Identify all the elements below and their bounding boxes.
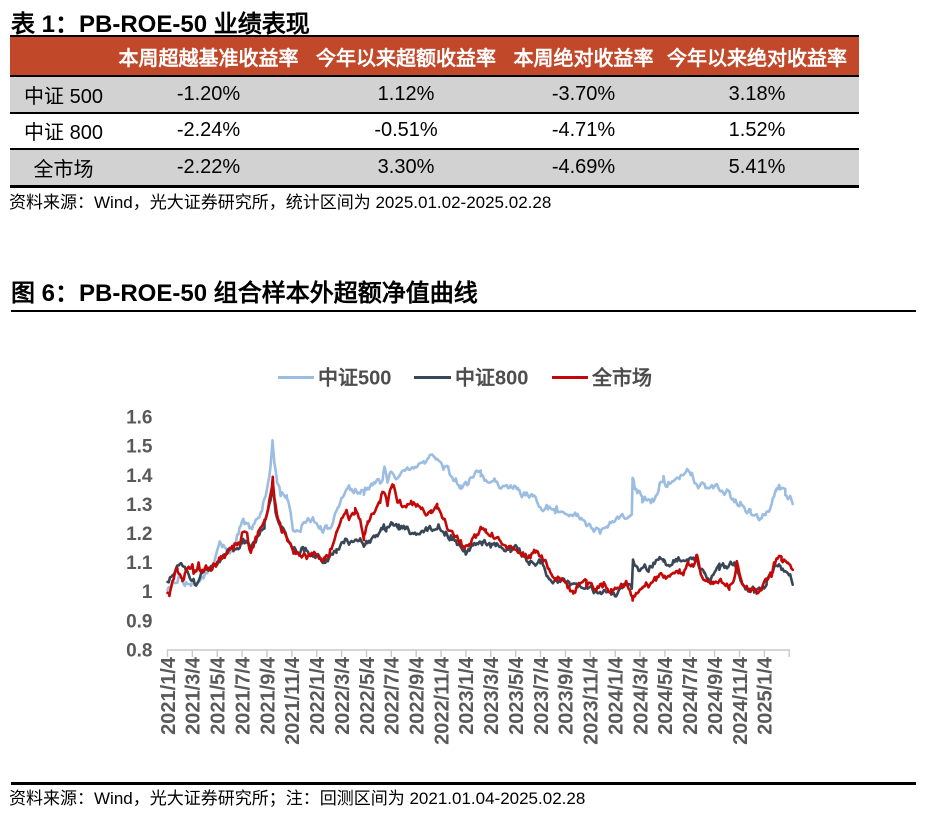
svg-text:2024/1/4: 2024/1/4: [606, 656, 628, 735]
svg-text:2022/7/4: 2022/7/4: [382, 656, 404, 735]
svg-text:0.8: 0.8: [126, 641, 152, 662]
svg-text:2023/11/4: 2023/11/4: [581, 656, 603, 745]
svg-text:2024/3/4: 2024/3/4: [630, 656, 652, 735]
svg-text:2023/5/4: 2023/5/4: [506, 656, 528, 735]
svg-text:2022/9/4: 2022/9/4: [407, 656, 429, 735]
svg-text:2021/3/4: 2021/3/4: [183, 656, 205, 735]
svg-text:2024/9/4: 2024/9/4: [705, 656, 727, 735]
svg-text:2022/3/4: 2022/3/4: [332, 656, 354, 735]
svg-text:2024/11/4: 2024/11/4: [730, 656, 752, 745]
svg-text:2021/11/4: 2021/11/4: [282, 656, 304, 745]
svg-text:2021/1/4: 2021/1/4: [158, 656, 180, 735]
svg-text:中证500: 中证500: [318, 366, 391, 390]
svg-text:2021/9/4: 2021/9/4: [257, 656, 279, 735]
svg-text:2022/11/4: 2022/11/4: [431, 656, 453, 745]
svg-text:2025/1/4: 2025/1/4: [755, 656, 777, 735]
svg-text:1.3: 1.3: [126, 495, 152, 516]
svg-text:2024/7/4: 2024/7/4: [680, 656, 702, 735]
svg-text:1.6: 1.6: [126, 408, 152, 429]
svg-text:2022/5/4: 2022/5/4: [357, 656, 379, 735]
svg-text:中证800: 中证800: [455, 366, 528, 390]
svg-text:全市场: 全市场: [591, 366, 652, 390]
svg-text:1.5: 1.5: [126, 437, 153, 458]
svg-text:2023/9/4: 2023/9/4: [556, 656, 578, 735]
svg-text:1.4: 1.4: [126, 466, 153, 487]
svg-text:1.2: 1.2: [126, 524, 152, 545]
svg-text:0.9: 0.9: [126, 611, 152, 632]
svg-text:1: 1: [142, 582, 153, 603]
svg-text:2023/3/4: 2023/3/4: [481, 656, 503, 735]
svg-text:2021/5/4: 2021/5/4: [207, 656, 229, 735]
svg-text:1.1: 1.1: [126, 553, 153, 574]
svg-text:2021/7/4: 2021/7/4: [232, 656, 254, 735]
svg-text:2024/5/4: 2024/5/4: [655, 656, 677, 735]
svg-text:2023/7/4: 2023/7/4: [531, 656, 553, 735]
svg-text:2023/1/4: 2023/1/4: [456, 656, 478, 735]
svg-text:2022/1/4: 2022/1/4: [307, 656, 329, 735]
